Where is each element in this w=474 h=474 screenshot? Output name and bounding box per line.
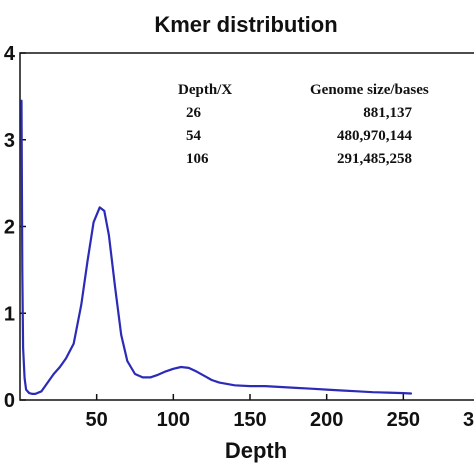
y-tick-label: 1 [4, 303, 15, 325]
series-line-kmer [20, 99, 413, 395]
x-tick-label: 150 [233, 409, 266, 431]
genome-size-table: Depth/X Genome size/bases 26 881,137 54 … [178, 82, 429, 167]
y-tick-label: 4 [4, 43, 16, 65]
table-cell-depth: 106 [186, 151, 209, 167]
x-tick-label: 250 [387, 409, 420, 431]
x-axis: 50 100 150 200 250 3 [86, 394, 474, 431]
table-cell-depth: 54 [186, 128, 202, 144]
x-axis-label: Depth [225, 438, 287, 463]
chart-title: Kmer distribution [154, 12, 337, 37]
series-layer [20, 99, 413, 395]
table-header-depth: Depth/X [178, 82, 232, 98]
x-tick-label: 50 [86, 409, 108, 431]
table-header-genome-size: Genome size/bases [310, 82, 429, 98]
x-tick-label: 3 [463, 409, 474, 431]
table-cell-genome-size: 291,485,258 [337, 151, 412, 167]
y-tick-label: 0 [4, 390, 15, 412]
table-cell-depth: 26 [186, 105, 202, 121]
x-tick-label: 100 [157, 409, 190, 431]
table-cell-genome-size: 480,970,144 [337, 128, 413, 144]
y-tick-label: 2 [4, 217, 15, 239]
x-tick-label: 200 [310, 409, 343, 431]
table-cell-genome-size: 881,137 [363, 105, 412, 121]
y-tick-label: 3 [4, 130, 15, 152]
